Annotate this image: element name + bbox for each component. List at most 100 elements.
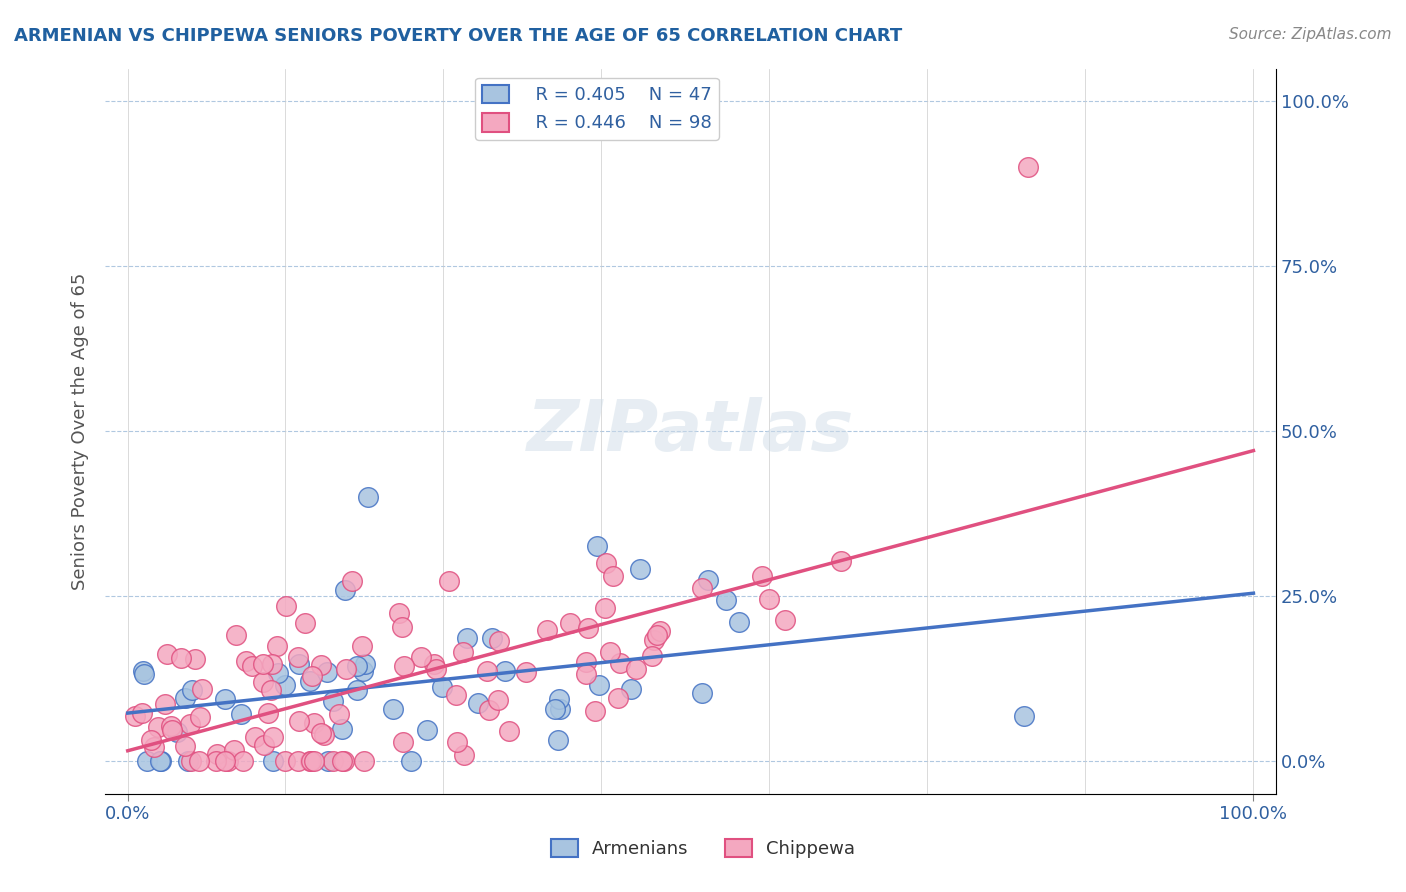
Point xyxy=(830,554,852,568)
Point xyxy=(602,569,624,583)
Point xyxy=(401,754,423,768)
Point xyxy=(181,683,204,698)
Point xyxy=(287,714,309,728)
Point xyxy=(432,681,454,695)
Legend: Armenians, Chippewa: Armenians, Chippewa xyxy=(544,831,862,865)
Point xyxy=(267,665,290,680)
Point xyxy=(150,754,173,768)
Point xyxy=(416,723,439,737)
Point xyxy=(287,754,309,768)
Point xyxy=(298,673,321,688)
Point xyxy=(645,628,668,642)
Point xyxy=(352,639,374,653)
Point xyxy=(588,678,610,692)
Point xyxy=(184,652,207,666)
Point xyxy=(240,659,263,673)
Point xyxy=(382,702,405,716)
Point xyxy=(288,657,311,671)
Point xyxy=(153,697,176,711)
Point xyxy=(346,658,368,673)
Point xyxy=(322,693,344,707)
Point xyxy=(330,723,353,737)
Point xyxy=(751,569,773,583)
Point xyxy=(1012,709,1035,723)
Point xyxy=(575,655,598,669)
Text: ZIPatlas: ZIPatlas xyxy=(527,397,855,466)
Point xyxy=(437,574,460,589)
Point xyxy=(266,639,288,653)
Point xyxy=(309,726,332,740)
Point xyxy=(478,703,501,717)
Point xyxy=(262,754,284,768)
Point xyxy=(481,631,503,645)
Point xyxy=(346,683,368,698)
Point xyxy=(276,599,298,613)
Point xyxy=(174,691,197,706)
Point xyxy=(294,615,316,630)
Point xyxy=(391,620,413,634)
Point xyxy=(252,657,274,671)
Point xyxy=(328,706,350,721)
Point xyxy=(335,583,357,598)
Point xyxy=(231,707,253,722)
Point xyxy=(624,662,647,676)
Point xyxy=(620,681,643,696)
Point xyxy=(575,667,598,681)
Point xyxy=(330,754,353,768)
Point xyxy=(232,754,254,768)
Point xyxy=(451,645,474,659)
Point xyxy=(353,754,375,768)
Point xyxy=(274,754,297,768)
Point xyxy=(299,754,322,768)
Point xyxy=(643,632,665,647)
Legend:   R = 0.405    N = 47,   R = 0.446    N = 98: R = 0.405 N = 47, R = 0.446 N = 98 xyxy=(475,78,718,140)
Point xyxy=(135,754,157,768)
Point xyxy=(456,631,478,645)
Point xyxy=(322,754,344,768)
Y-axis label: Seniors Poverty Over the Age of 65: Seniors Poverty Over the Age of 65 xyxy=(72,272,89,590)
Point xyxy=(357,490,380,504)
Point xyxy=(262,730,284,744)
Point xyxy=(214,691,236,706)
Point xyxy=(498,723,520,738)
Point xyxy=(301,669,323,683)
Point xyxy=(536,624,558,638)
Point xyxy=(488,634,510,648)
Point xyxy=(302,716,325,731)
Point xyxy=(340,574,363,588)
Point xyxy=(222,742,245,756)
Point xyxy=(141,733,163,747)
Point xyxy=(188,710,211,724)
Point xyxy=(425,662,447,676)
Point xyxy=(392,659,415,673)
Point xyxy=(235,654,257,668)
Point xyxy=(576,621,599,635)
Point xyxy=(316,754,339,768)
Point xyxy=(173,739,195,753)
Point xyxy=(630,562,652,576)
Point xyxy=(544,702,567,716)
Point xyxy=(257,706,280,720)
Point xyxy=(494,665,516,679)
Point xyxy=(205,754,228,768)
Point xyxy=(775,613,797,627)
Point xyxy=(607,691,630,706)
Point xyxy=(467,696,489,710)
Point xyxy=(262,657,284,671)
Point xyxy=(166,725,188,739)
Point xyxy=(714,593,737,607)
Point xyxy=(477,664,499,678)
Point xyxy=(160,723,183,737)
Point xyxy=(160,719,183,733)
Point xyxy=(453,747,475,762)
Point xyxy=(253,739,276,753)
Point xyxy=(758,592,780,607)
Point xyxy=(354,657,377,672)
Point xyxy=(392,735,415,749)
Point xyxy=(207,747,229,761)
Point xyxy=(586,540,609,554)
Point xyxy=(388,606,411,620)
Point xyxy=(547,733,569,747)
Point xyxy=(690,685,713,699)
Point xyxy=(142,739,165,754)
